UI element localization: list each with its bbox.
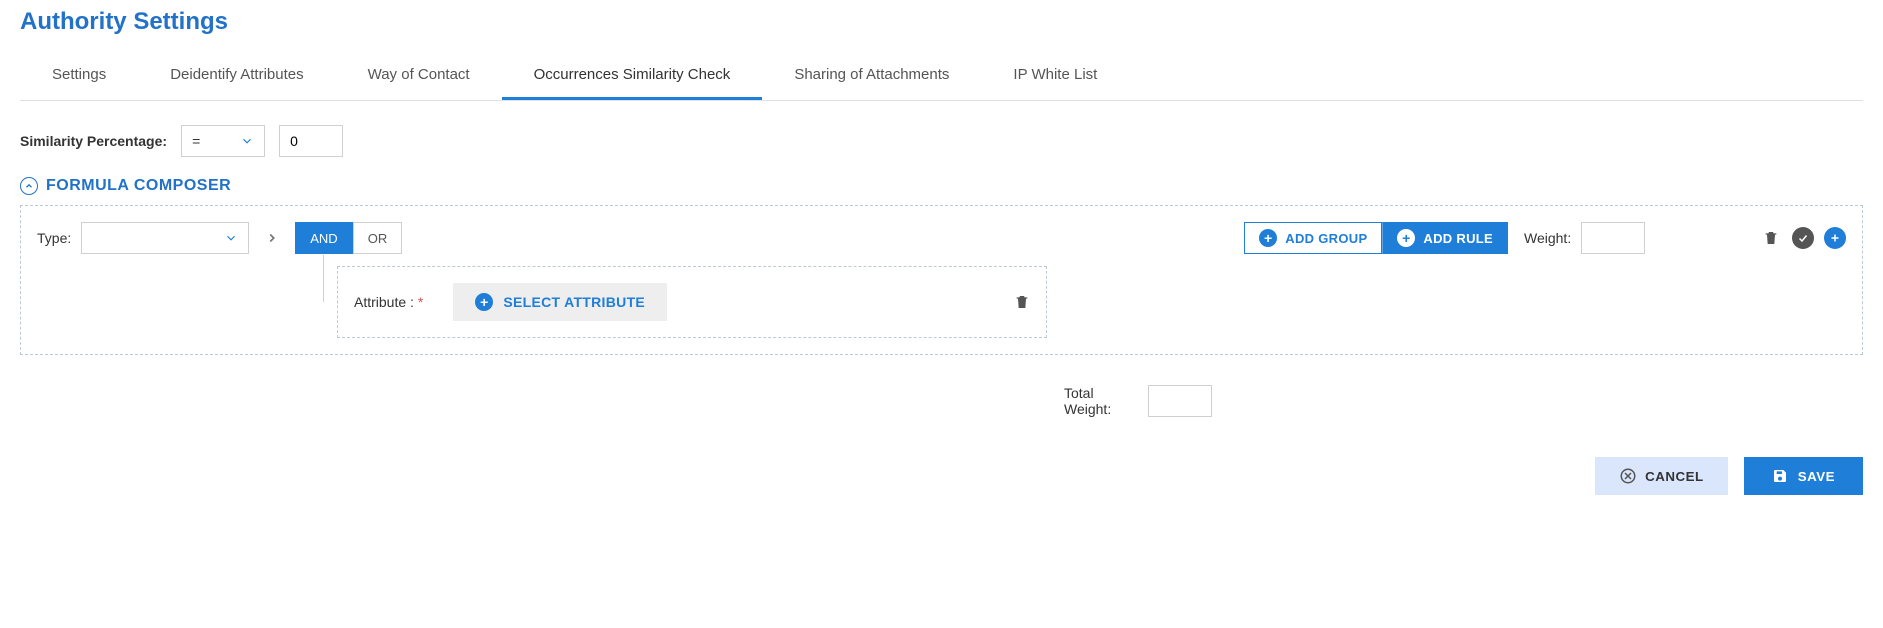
attribute-box: Attribute : * + SELECT ATTRIBUTE — [337, 266, 1047, 338]
add-group-label: ADD GROUP — [1285, 231, 1367, 246]
check-icon[interactable] — [1792, 227, 1814, 249]
type-section: Type: — [37, 222, 249, 254]
similarity-value-input[interactable] — [279, 125, 343, 157]
formula-composer-box: Type: AND OR + ADD GROUP + ADD RULE — [20, 205, 1863, 355]
similarity-label: Similarity Percentage: — [20, 133, 167, 149]
save-label: SAVE — [1798, 469, 1835, 484]
total-weight-row: Total Weight: — [20, 355, 1863, 417]
row-controls — [1760, 227, 1846, 249]
logic-group: AND OR — [295, 222, 402, 254]
chevron-down-icon — [240, 134, 254, 148]
cancel-button[interactable]: CANCEL — [1595, 457, 1728, 495]
weight-label: Weight: — [1524, 230, 1571, 246]
similarity-row: Similarity Percentage: = — [20, 101, 1863, 177]
cancel-icon — [1619, 467, 1637, 485]
tab-settings[interactable]: Settings — [20, 52, 138, 100]
plus-icon: + — [1259, 229, 1277, 247]
add-group-button[interactable]: + ADD GROUP — [1244, 222, 1382, 254]
type-select[interactable] — [81, 222, 249, 254]
tabs: Settings Deidentify Attributes Way of Co… — [20, 52, 1863, 101]
weight-input[interactable] — [1581, 222, 1645, 254]
type-label: Type: — [37, 230, 71, 246]
collapse-up-icon — [20, 177, 38, 195]
add-rule-button[interactable]: + ADD RULE — [1382, 222, 1508, 254]
delete-icon[interactable] — [1760, 227, 1782, 249]
logic-or-button[interactable]: OR — [353, 222, 403, 254]
add-icon[interactable] — [1824, 227, 1846, 249]
formula-composer-header[interactable]: FORMULA COMPOSER — [20, 177, 1863, 205]
similarity-operator-value: = — [192, 133, 200, 149]
attribute-label: Attribute : * — [354, 294, 423, 310]
tab-occurrences-similarity-check[interactable]: Occurrences Similarity Check — [502, 52, 763, 100]
chevron-right-icon — [265, 231, 279, 245]
delete-attribute-icon[interactable] — [1014, 294, 1030, 310]
tab-deidentify-attributes[interactable]: Deidentify Attributes — [138, 52, 335, 100]
select-attribute-button[interactable]: + SELECT ATTRIBUTE — [453, 283, 667, 321]
required-asterisk: * — [418, 294, 423, 310]
plus-icon: + — [475, 293, 493, 311]
chevron-down-icon — [224, 231, 238, 245]
similarity-operator-select[interactable]: = — [181, 125, 265, 157]
tab-ip-white-list[interactable]: IP White List — [981, 52, 1129, 100]
select-attribute-label: SELECT ATTRIBUTE — [503, 294, 645, 310]
save-icon — [1772, 468, 1788, 484]
group-actions: + ADD GROUP + ADD RULE — [1244, 222, 1508, 254]
tab-way-of-contact[interactable]: Way of Contact — [336, 52, 502, 100]
save-button[interactable]: SAVE — [1744, 457, 1863, 495]
tab-sharing-of-attachments[interactable]: Sharing of Attachments — [762, 52, 981, 100]
page-title: Authority Settings — [20, 0, 1863, 52]
plus-icon: + — [1397, 229, 1415, 247]
footer-actions: CANCEL SAVE — [20, 417, 1863, 505]
total-weight-label: Total Weight: — [1064, 385, 1124, 417]
cancel-label: CANCEL — [1645, 469, 1704, 484]
logic-and-button[interactable]: AND — [295, 222, 352, 254]
weight-section: Weight: — [1524, 222, 1744, 254]
formula-composer-title: FORMULA COMPOSER — [46, 177, 231, 195]
composer-row: Type: AND OR + ADD GROUP + ADD RULE — [37, 222, 1846, 254]
total-weight-input[interactable] — [1148, 385, 1212, 417]
add-rule-label: ADD RULE — [1423, 231, 1493, 246]
